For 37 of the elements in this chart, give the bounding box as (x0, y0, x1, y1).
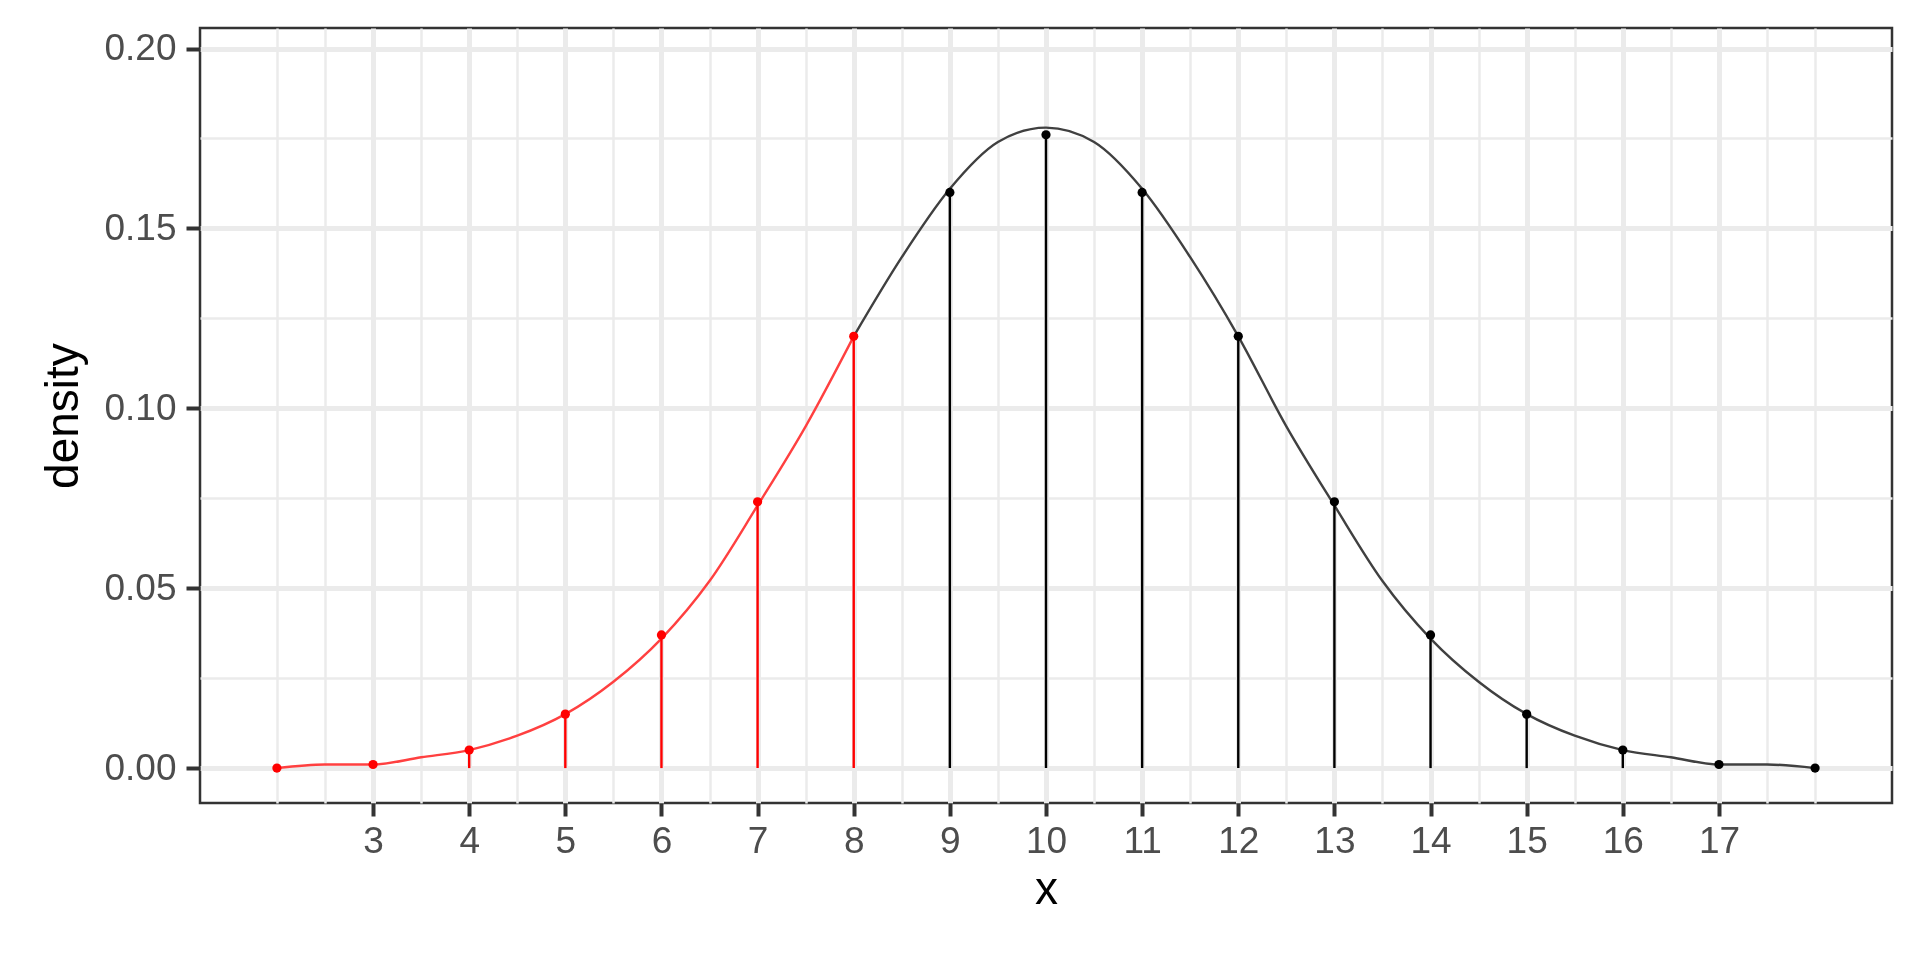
point (464, 745, 474, 755)
point (849, 331, 859, 341)
x-tick-label: 12 (1218, 819, 1260, 861)
point (945, 187, 955, 198)
point (1618, 745, 1628, 755)
x-axis-title: x (1035, 861, 1058, 914)
point (1425, 630, 1436, 640)
x-tick-label: 6 (651, 819, 673, 861)
x-tick-label: 8 (843, 819, 865, 861)
point (1041, 130, 1051, 140)
point (1233, 331, 1243, 341)
y-axis-title: density (36, 343, 89, 489)
point (1522, 709, 1532, 719)
y-tick-label: 0.10 (104, 386, 177, 428)
x-tick-label: 17 (1698, 819, 1741, 861)
y-tick-label: 0.15 (104, 206, 177, 248)
x-tick-label: 7 (747, 819, 769, 861)
x-tick-label: 16 (1602, 819, 1644, 861)
point (560, 709, 570, 719)
x-tick-label: 11 (1123, 819, 1162, 861)
x-tick-label: 4 (459, 819, 480, 861)
x-tick-label: 10 (1025, 819, 1068, 861)
point (1329, 497, 1340, 507)
x-tick-label: 3 (363, 819, 384, 861)
point (1714, 759, 1724, 770)
x-tick-label: 14 (1410, 819, 1452, 861)
point (368, 759, 378, 770)
y-tick-label: 0.00 (104, 746, 177, 788)
point (656, 630, 667, 640)
x-tick-label: 9 (940, 819, 961, 861)
point (1137, 187, 1147, 198)
point (752, 497, 763, 507)
y-tick-label: 0.20 (104, 27, 177, 69)
x-tick-label: 15 (1506, 819, 1548, 861)
x-tick-label: 5 (555, 819, 577, 861)
y-tick-label: 0.05 (104, 566, 177, 608)
x-tick-label: 13 (1314, 819, 1356, 861)
